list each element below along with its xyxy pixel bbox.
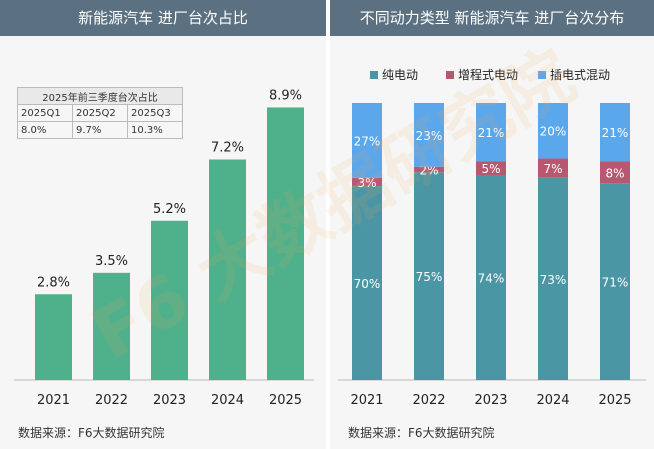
- x-tick-2025: 2025: [269, 393, 302, 408]
- data-label-2023: 5.2%: [153, 202, 186, 217]
- data-label-2022: 3.5%: [95, 254, 128, 269]
- seg-2021-2: [352, 103, 382, 178]
- table-header-q2: 2025Q2: [72, 104, 128, 122]
- x-tick-2024: 2024: [211, 393, 244, 408]
- seg-2025-1: [600, 161, 630, 184]
- right-source-note: 数据来源：F6大数据研究院: [348, 426, 495, 440]
- seg-2023-2: [476, 103, 506, 162]
- x-tick-2024: 2024: [536, 393, 569, 408]
- legend-label-1: 增程式电动: [458, 67, 518, 82]
- seg-2024-2: [538, 103, 568, 159]
- legend-swatch-0: [370, 71, 378, 79]
- bar-2025: [267, 107, 304, 380]
- seg-2025-2: [600, 103, 630, 162]
- seg-label-2024-2: 20%: [540, 125, 567, 139]
- seg-label-2024-0: 73%: [540, 273, 567, 287]
- legend-label-2: 插电式混动: [550, 68, 610, 82]
- seg-2022-1: [414, 166, 444, 173]
- seg-label-2023-1: 5%: [481, 162, 500, 176]
- power-type-distribution-panel: 不同动力类型 新能源汽车 进厂台次分布 纯电动 增程式电动 插电式混动 70% 3% 27…: [330, 0, 654, 449]
- table-value-q3: 10.3%: [127, 121, 183, 139]
- table-title: 2025年前三季度台次占比: [17, 87, 183, 105]
- bar-2022: [93, 272, 130, 380]
- bar-2024: [209, 159, 246, 380]
- legend-label-0: 纯电动: [382, 68, 418, 82]
- legend-swatch-2: [538, 71, 546, 79]
- table-value-q2: 9.7%: [72, 121, 128, 139]
- table-header-q3: 2025Q3: [127, 104, 183, 122]
- data-label-2025: 8.9%: [269, 88, 302, 103]
- seg-label-2021-1: 3%: [357, 176, 376, 190]
- seg-label-2025-1: 8%: [605, 166, 624, 180]
- seg-label-2022-2: 23%: [416, 129, 443, 143]
- bar-2023: [151, 220, 188, 380]
- seg-label-2025-0: 71%: [602, 276, 629, 290]
- seg-label-2022-0: 75%: [416, 270, 443, 284]
- data-label-2024: 7.2%: [211, 141, 244, 156]
- new-energy-share-panel: 新能源汽车 进厂台次占比 2.8% 2021 3.5% 2022 5.2% 2023 7.2…: [0, 0, 326, 449]
- x-tick-2022: 2022: [95, 393, 128, 408]
- x-tick-2023: 2023: [474, 393, 507, 408]
- seg-2025-0: [600, 183, 630, 380]
- left-source-note: 数据来源：F6大数据研究院: [18, 426, 165, 440]
- seg-2021-0: [352, 186, 382, 380]
- right-panel-title: 不同动力类型 新能源汽车 进厂台次分布: [330, 0, 654, 36]
- share-bar-chart: 2.8% 2021 3.5% 2022 5.2% 2023 7.2% 2024 8.9% 2025: [14, 88, 314, 408]
- seg-2024-0: [538, 177, 568, 380]
- power-type-stacked-chart: 纯电动 增程式电动 插电式混动 70% 3% 27% 2021 75% 2% 23% 2022 74%…: [338, 67, 646, 408]
- data-label-2021: 2.8%: [37, 275, 70, 290]
- seg-2023-1: [476, 161, 506, 176]
- x-tick-2021: 2021: [350, 393, 383, 408]
- seg-2022-0: [414, 172, 444, 380]
- seg-label-2025-2: 21%: [602, 126, 629, 140]
- left-panel-title: 新能源汽车 进厂台次占比: [0, 0, 326, 36]
- seg-2022-2: [414, 103, 444, 167]
- bar-2021: [35, 294, 72, 380]
- seg-label-2023-0: 74%: [478, 272, 505, 286]
- x-tick-2021: 2021: [37, 393, 70, 408]
- x-tick-2022: 2022: [412, 393, 445, 408]
- seg-label-2021-0: 70%: [354, 277, 381, 291]
- legend-swatch-1: [446, 71, 454, 79]
- seg-label-2023-2: 21%: [478, 126, 505, 140]
- seg-label-2021-2: 27%: [354, 134, 381, 148]
- seg-label-2024-1: 7%: [543, 162, 562, 176]
- x-tick-2025: 2025: [598, 393, 631, 408]
- x-tick-2023: 2023: [153, 393, 186, 408]
- seg-2023-0: [476, 175, 506, 380]
- seg-2021-1: [352, 177, 382, 187]
- table-value-q1: 8.0%: [17, 121, 73, 139]
- seg-label-2022-1: 2%: [419, 163, 438, 177]
- table-header-q1: 2025Q1: [17, 104, 73, 122]
- quarterly-share-table: 2025年前三季度台次占比 2025Q1 2025Q2 2025Q3 8.0% …: [17, 87, 183, 139]
- seg-2024-1: [538, 158, 568, 178]
